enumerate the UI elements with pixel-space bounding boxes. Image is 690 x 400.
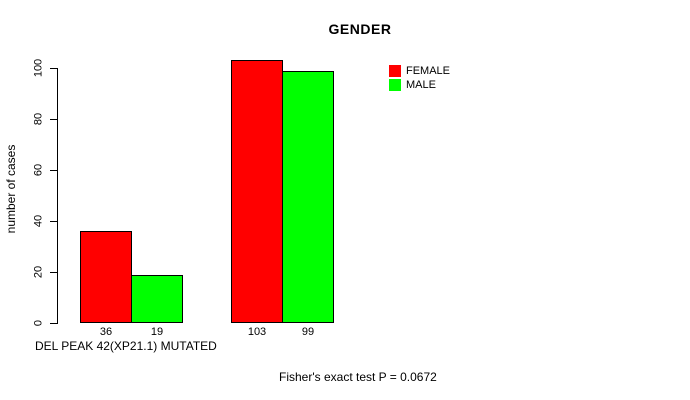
y-axis-tick-label: 80 bbox=[32, 112, 45, 126]
y-axis-tick bbox=[50, 170, 57, 171]
stat-annotation: Fisher's exact test P = 0.0672 bbox=[279, 370, 437, 384]
bar-value-label: 99 bbox=[301, 326, 315, 338]
legend-swatch-female bbox=[389, 64, 401, 77]
legend-label: FEMALE bbox=[406, 64, 451, 77]
bar-value-label: 103 bbox=[247, 326, 267, 338]
y-axis-tick-label: 40 bbox=[32, 214, 45, 228]
y-axis-tick bbox=[50, 68, 57, 69]
bar-value-label: 19 bbox=[150, 326, 164, 338]
y-axis-tick bbox=[50, 272, 57, 273]
y-axis-tick bbox=[50, 323, 57, 324]
y-axis-tick bbox=[50, 119, 57, 120]
y-axis-tick-label: 0 bbox=[32, 319, 45, 327]
chart-title: GENDER bbox=[328, 21, 392, 37]
bar-value-label: 36 bbox=[99, 326, 113, 338]
y-axis-tick-label: 100 bbox=[32, 58, 45, 78]
bar-male-group2 bbox=[282, 71, 334, 323]
y-axis-title: number of cases bbox=[4, 144, 18, 234]
legend: FEMALE MALE bbox=[389, 64, 450, 92]
legend-item-female: FEMALE bbox=[389, 64, 450, 77]
y-axis-tick-label: 60 bbox=[32, 163, 45, 177]
legend-label: MALE bbox=[406, 78, 436, 91]
y-axis-line bbox=[57, 68, 58, 324]
bar-male-group1 bbox=[131, 275, 183, 323]
legend-item-male: MALE bbox=[389, 78, 450, 91]
y-axis-tick-label: 20 bbox=[32, 265, 45, 279]
y-axis-tick bbox=[50, 221, 57, 222]
bar-female-group2 bbox=[231, 60, 283, 323]
x-axis-title: DEL PEAK 42(XP21.1) MUTATED bbox=[35, 339, 217, 353]
bar-female-group1 bbox=[80, 231, 132, 323]
legend-swatch-male bbox=[389, 78, 401, 91]
